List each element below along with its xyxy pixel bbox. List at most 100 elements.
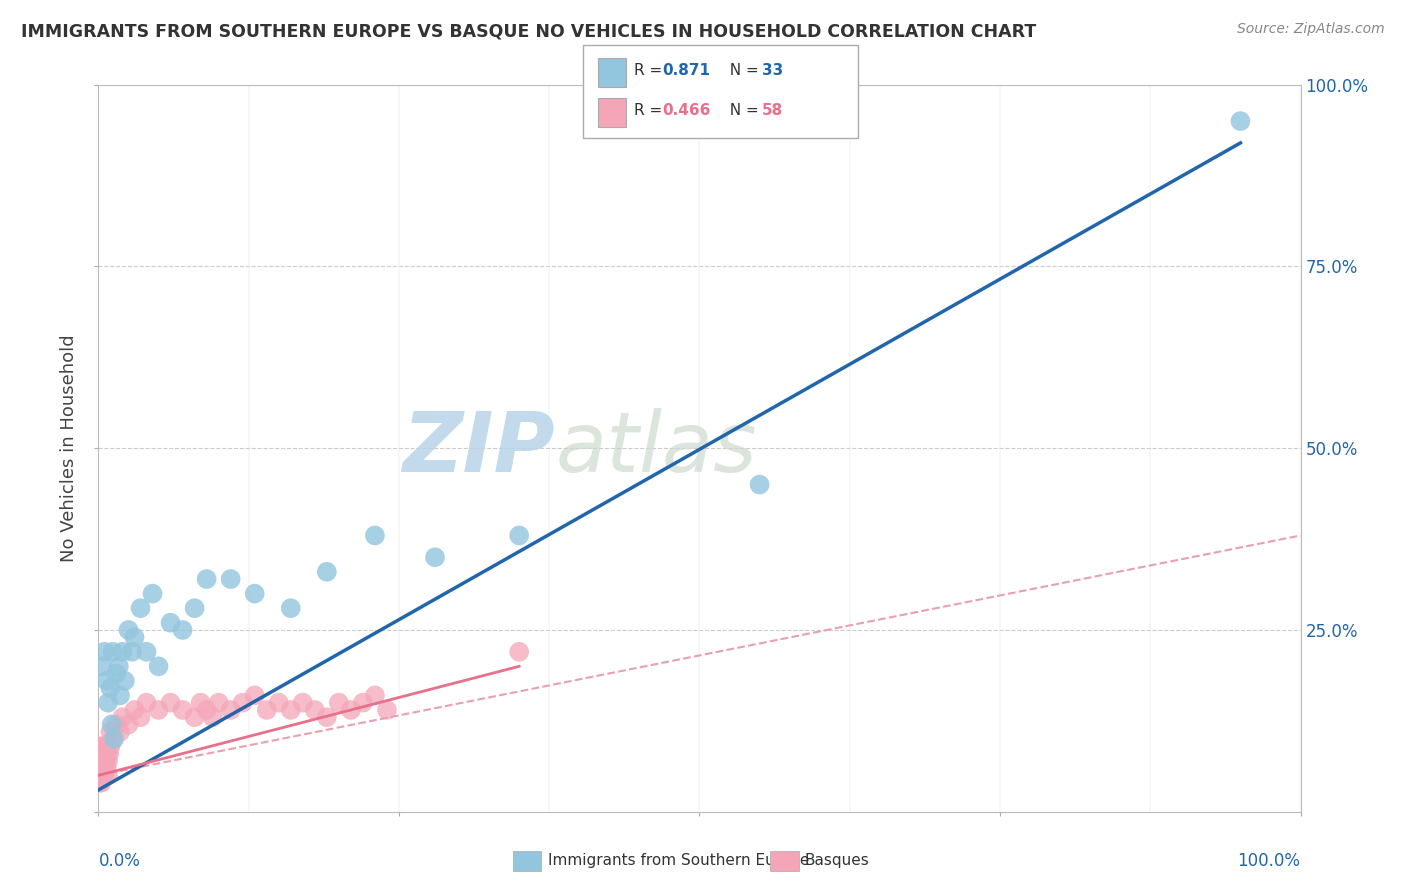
Point [97, 754, 120, 768]
Point [135, 645, 157, 659]
Point [124, 630, 146, 644]
Point [91, 754, 114, 768]
Point [256, 703, 278, 717]
Point [201, 710, 224, 724]
Point [97, 696, 120, 710]
Point [111, 645, 134, 659]
Text: Source: ZipAtlas.com: Source: ZipAtlas.com [1237, 22, 1385, 37]
Text: ZIP: ZIP [402, 408, 555, 489]
Text: atlas: atlas [555, 408, 756, 489]
Point [267, 696, 290, 710]
Point [93, 754, 115, 768]
Point [304, 703, 326, 717]
Point [97, 768, 120, 782]
Point [114, 673, 136, 688]
Point [90, 768, 112, 782]
Point [219, 703, 242, 717]
Point [89, 747, 111, 761]
Point [91, 761, 114, 775]
Point [328, 696, 350, 710]
Text: Immigrants from Southern Europe: Immigrants from Southern Europe [548, 854, 810, 868]
Point [1229, 114, 1251, 128]
Point [89, 775, 111, 789]
Point [91, 659, 114, 673]
Point [364, 689, 387, 703]
Point [280, 601, 302, 615]
Point [96, 673, 118, 688]
Y-axis label: No Vehicles in Household: No Vehicles in Household [60, 334, 79, 562]
Point [105, 717, 128, 731]
Point [243, 689, 266, 703]
Point [280, 703, 302, 717]
Point [105, 666, 128, 681]
Point [90, 775, 112, 789]
Text: 100.0%: 100.0% [1237, 852, 1301, 870]
Point [243, 587, 266, 601]
Point [100, 717, 122, 731]
Point [90, 739, 112, 754]
Point [90, 754, 112, 768]
Point [100, 724, 122, 739]
Point [141, 587, 163, 601]
Text: R =: R = [634, 63, 668, 78]
Text: Basques: Basques [804, 854, 869, 868]
Point [111, 710, 134, 724]
Point [100, 739, 122, 754]
Point [159, 615, 181, 630]
Point [352, 696, 374, 710]
Text: 0.466: 0.466 [662, 103, 710, 118]
Point [117, 717, 139, 731]
Point [195, 572, 218, 586]
Point [364, 528, 387, 542]
Point [508, 645, 530, 659]
Point [375, 703, 398, 717]
Point [117, 623, 139, 637]
Point [172, 703, 194, 717]
Point [91, 739, 114, 754]
Point [100, 681, 122, 695]
Text: R =: R = [634, 103, 668, 118]
Point [183, 601, 205, 615]
Point [89, 768, 111, 782]
Point [748, 477, 770, 491]
Point [89, 754, 111, 768]
Point [423, 550, 446, 565]
Text: 0.0%: 0.0% [98, 852, 141, 870]
Point [91, 768, 114, 782]
Point [208, 696, 231, 710]
Text: N =: N = [720, 103, 763, 118]
Point [340, 703, 363, 717]
Point [508, 528, 530, 542]
Point [93, 768, 115, 782]
Point [93, 645, 115, 659]
Point [103, 731, 125, 746]
Text: 58: 58 [762, 103, 783, 118]
Point [195, 703, 218, 717]
Point [159, 696, 181, 710]
Point [129, 601, 152, 615]
Point [148, 703, 170, 717]
Point [90, 761, 112, 775]
Point [172, 623, 194, 637]
Point [101, 645, 124, 659]
Text: N =: N = [720, 63, 763, 78]
Point [232, 696, 254, 710]
Point [183, 710, 205, 724]
Point [108, 659, 131, 673]
Point [315, 710, 337, 724]
Point [108, 724, 131, 739]
Text: 0.871: 0.871 [662, 63, 710, 78]
Point [148, 659, 170, 673]
Point [291, 696, 314, 710]
Point [101, 731, 124, 746]
Text: 33: 33 [762, 63, 783, 78]
Point [108, 689, 131, 703]
Point [190, 696, 212, 710]
Point [96, 747, 118, 761]
Point [315, 565, 337, 579]
Point [219, 572, 242, 586]
Text: IMMIGRANTS FROM SOUTHERN EUROPE VS BASQUE NO VEHICLES IN HOUSEHOLD CORRELATION C: IMMIGRANTS FROM SOUTHERN EUROPE VS BASQU… [21, 22, 1036, 40]
Point [124, 703, 146, 717]
Point [129, 710, 152, 724]
Point [93, 747, 115, 761]
